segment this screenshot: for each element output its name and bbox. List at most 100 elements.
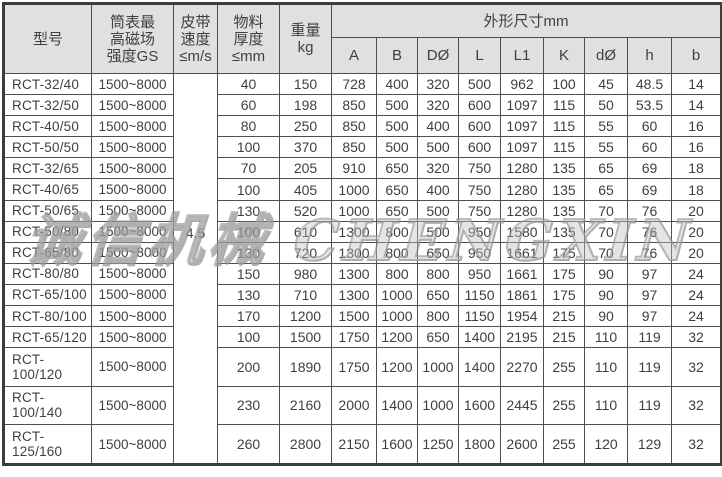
cell-dim-5: 175 bbox=[543, 262, 585, 285]
cell-dim-0: 910 bbox=[331, 157, 377, 180]
cell-weight: 610 bbox=[279, 220, 332, 243]
col-header-model: 型号 bbox=[3, 3, 92, 74]
cell-model: RCT-125/160 bbox=[3, 424, 92, 465]
cell-dim-5: 100 bbox=[543, 72, 585, 96]
cell-dim-7: 119 bbox=[627, 326, 672, 349]
cell-dim-2: 400 bbox=[417, 178, 459, 201]
cell-dim-1: 1200 bbox=[376, 347, 418, 387]
cell-max-field: 1500~8000 bbox=[91, 241, 174, 264]
cell-dim-3: 600 bbox=[458, 136, 501, 159]
cell-dim-1: 650 bbox=[376, 178, 418, 201]
cell-dim-0: 1750 bbox=[331, 326, 377, 349]
cell-dim-4: 1280 bbox=[500, 199, 544, 222]
cell-dim-6: 110 bbox=[584, 385, 628, 426]
cell-max-field: 1500~8000 bbox=[91, 385, 174, 426]
cell-max-field: 1500~8000 bbox=[91, 424, 174, 465]
cell-dim-4: 1580 bbox=[500, 220, 544, 243]
cell-material-thickness: 80 bbox=[217, 115, 280, 138]
cell-material-thickness: 130 bbox=[217, 283, 280, 307]
cell-model: RCT-40/50 bbox=[3, 115, 92, 138]
cell-dim-8: 18 bbox=[670, 157, 722, 180]
cell-dim-3: 1400 bbox=[458, 326, 501, 349]
cell-dim-6: 120 bbox=[584, 424, 628, 465]
cell-dim-2: 650 bbox=[417, 326, 459, 349]
table-row: RCT-100/120 1500~8000 200 1890 1750 1200 1000 1… bbox=[3, 347, 722, 387]
cell-dim-2: 400 bbox=[417, 115, 459, 138]
cell-dim-5: 215 bbox=[543, 305, 585, 328]
cell-dim-4: 1861 bbox=[500, 283, 544, 307]
cell-dim-5: 175 bbox=[543, 283, 585, 307]
cell-model: RCT-80/80 bbox=[3, 262, 92, 285]
cell-weight: 2160 bbox=[279, 385, 332, 426]
cell-dim-6: 90 bbox=[584, 283, 628, 307]
cell-dim-8: 14 bbox=[670, 72, 722, 96]
cell-weight: 720 bbox=[279, 241, 332, 264]
cell-dim-2: 800 bbox=[417, 262, 459, 285]
cell-dim-1: 1600 bbox=[376, 424, 418, 465]
cell-dim-7: 60 bbox=[627, 136, 672, 159]
col-header-dimensions-group: 外形尺寸mm bbox=[330, 3, 722, 38]
table-row: RCT-40/65 1500~8000 100 405 1000 650 400 750 128… bbox=[3, 178, 722, 201]
cell-dim-0: 728 bbox=[331, 72, 377, 96]
cell-dim-7: 69 bbox=[627, 178, 672, 201]
cell-dim-3: 1800 bbox=[458, 424, 501, 465]
cell-weight: 405 bbox=[279, 178, 332, 201]
cell-dim-5: 135 bbox=[543, 220, 585, 243]
cell-dim-6: 50 bbox=[584, 94, 628, 117]
cell-dim-5: 255 bbox=[543, 385, 585, 426]
table-row: RCT-65/80 1500~8000 130 720 1300 800 650 950 166… bbox=[3, 241, 722, 264]
cell-dim-1: 650 bbox=[376, 157, 418, 180]
col-header-dim-1: B bbox=[376, 37, 418, 74]
table-row: RCT-65/100 1500~8000 130 710 1300 1000 650 1150… bbox=[3, 283, 722, 307]
cell-dim-0: 2000 bbox=[331, 385, 377, 426]
cell-dim-1: 1200 bbox=[376, 326, 418, 349]
cell-dim-4: 1097 bbox=[500, 136, 544, 159]
cell-dim-0: 1000 bbox=[331, 199, 377, 222]
cell-dim-8: 14 bbox=[670, 94, 722, 117]
cell-max-field: 1500~8000 bbox=[91, 136, 174, 159]
cell-model: RCT-40/65 bbox=[3, 178, 92, 201]
cell-dim-5: 255 bbox=[543, 347, 585, 387]
cell-dim-5: 115 bbox=[543, 115, 585, 138]
cell-dim-1: 400 bbox=[376, 72, 418, 96]
cell-dim-4: 1097 bbox=[500, 115, 544, 138]
cell-dim-2: 500 bbox=[417, 220, 459, 243]
table-row: RCT-50/65 1500~8000 130 520 1000 650 500 750 128… bbox=[3, 199, 722, 222]
cell-model: RCT-65/120 bbox=[3, 326, 92, 349]
cell-dim-2: 320 bbox=[417, 94, 459, 117]
cell-weight: 1890 bbox=[279, 347, 332, 387]
cell-material-thickness: 100 bbox=[217, 136, 280, 159]
cell-dim-3: 600 bbox=[458, 115, 501, 138]
col-header-dim-6: dØ bbox=[584, 37, 628, 74]
cell-weight: 198 bbox=[279, 94, 332, 117]
col-header-dim-2: DØ bbox=[417, 37, 459, 74]
cell-dim-4: 2270 bbox=[500, 347, 544, 387]
cell-dim-3: 1400 bbox=[458, 347, 501, 387]
cell-max-field: 1500~8000 bbox=[91, 262, 174, 285]
cell-weight: 150 bbox=[279, 72, 332, 96]
cell-dim-4: 1954 bbox=[500, 305, 544, 328]
cell-dim-7: 97 bbox=[627, 262, 672, 285]
cell-dim-0: 1300 bbox=[331, 283, 377, 307]
table-row: RCT-32/65 1500~8000 70 205 910 650 320 750 1280 1… bbox=[3, 157, 722, 180]
cell-max-field: 1500~8000 bbox=[91, 283, 174, 307]
cell-dim-2: 320 bbox=[417, 157, 459, 180]
cell-dim-0: 1300 bbox=[331, 262, 377, 285]
cell-max-field: 1500~8000 bbox=[91, 94, 174, 117]
cell-dim-2: 500 bbox=[417, 136, 459, 159]
cell-max-field: 1500~8000 bbox=[91, 115, 174, 138]
cell-dim-5: 215 bbox=[543, 326, 585, 349]
cell-dim-5: 115 bbox=[543, 94, 585, 117]
cell-model: RCT-65/100 bbox=[3, 283, 92, 307]
cell-dim-1: 800 bbox=[376, 241, 418, 264]
cell-dim-4: 2195 bbox=[500, 326, 544, 349]
cell-dim-7: 76 bbox=[627, 199, 672, 222]
cell-max-field: 1500~8000 bbox=[91, 347, 174, 387]
cell-dim-8: 32 bbox=[670, 347, 722, 387]
cell-dim-0: 850 bbox=[331, 94, 377, 117]
col-header-material-thickness: 物料 厚度 ≤mm bbox=[217, 3, 280, 74]
cell-dim-7: 76 bbox=[627, 241, 672, 264]
table-row: RCT-40/50 1500~8000 80 250 850 500 400 600 1097 1… bbox=[3, 115, 722, 138]
cell-model: RCT-50/80 bbox=[3, 220, 92, 243]
col-header-dim-4: L1 bbox=[500, 37, 544, 74]
